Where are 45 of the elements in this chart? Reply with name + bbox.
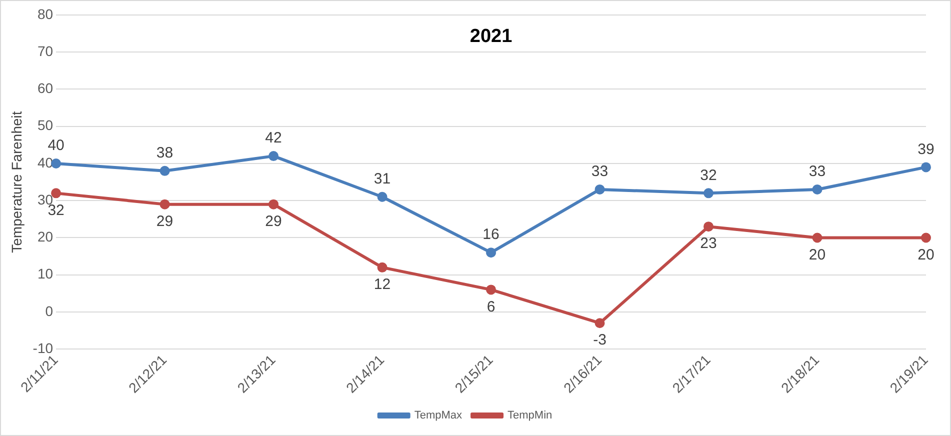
point bbox=[160, 166, 170, 176]
point bbox=[486, 248, 496, 258]
data-label: 33 bbox=[591, 163, 608, 180]
y-tick-label: 60 bbox=[37, 80, 54, 96]
point bbox=[377, 192, 388, 202]
data-label: 20 bbox=[808, 246, 826, 264]
point bbox=[594, 184, 605, 194]
point bbox=[377, 262, 388, 272]
point bbox=[268, 151, 279, 162]
y-tick-label: 20 bbox=[37, 228, 54, 245]
point bbox=[486, 284, 496, 295]
data-label: 31 bbox=[374, 170, 391, 188]
y-axis-title: Temperature Farenheit bbox=[8, 111, 24, 253]
data-label: 42 bbox=[265, 130, 282, 147]
data-label: 39 bbox=[918, 140, 934, 158]
y-tick-label: 10 bbox=[37, 266, 54, 282]
data-label: 16 bbox=[482, 226, 500, 244]
y-tick-label: 50 bbox=[37, 117, 54, 134]
point bbox=[51, 188, 62, 198]
text: 2021 bbox=[470, 26, 513, 48]
y-tick-label: 70 bbox=[37, 42, 54, 59]
y-tick-label: -10 bbox=[32, 340, 54, 356]
point bbox=[160, 199, 170, 210]
data-label: 29 bbox=[265, 212, 282, 230]
data-label: -3 bbox=[593, 332, 606, 349]
point bbox=[704, 188, 714, 198]
data-label: 23 bbox=[700, 235, 717, 252]
point bbox=[812, 184, 822, 194]
legend-label: TempMin bbox=[508, 410, 552, 422]
legend-label: TempMax bbox=[414, 410, 463, 422]
point bbox=[704, 222, 714, 232]
point bbox=[812, 232, 822, 243]
point bbox=[594, 318, 605, 328]
data-label: 6 bbox=[486, 298, 496, 316]
data-label: 33 bbox=[808, 163, 826, 180]
point bbox=[921, 232, 931, 243]
data-label: 12 bbox=[374, 276, 391, 294]
data-label: 38 bbox=[156, 144, 174, 162]
y-tick-label: 80 bbox=[37, 6, 54, 22]
point bbox=[268, 199, 279, 210]
data-label: 29 bbox=[156, 212, 174, 230]
point bbox=[921, 162, 931, 172]
data-label: 32 bbox=[700, 166, 717, 184]
y-tick-label: 0 bbox=[45, 302, 54, 319]
data-label: 20 bbox=[918, 246, 934, 264]
